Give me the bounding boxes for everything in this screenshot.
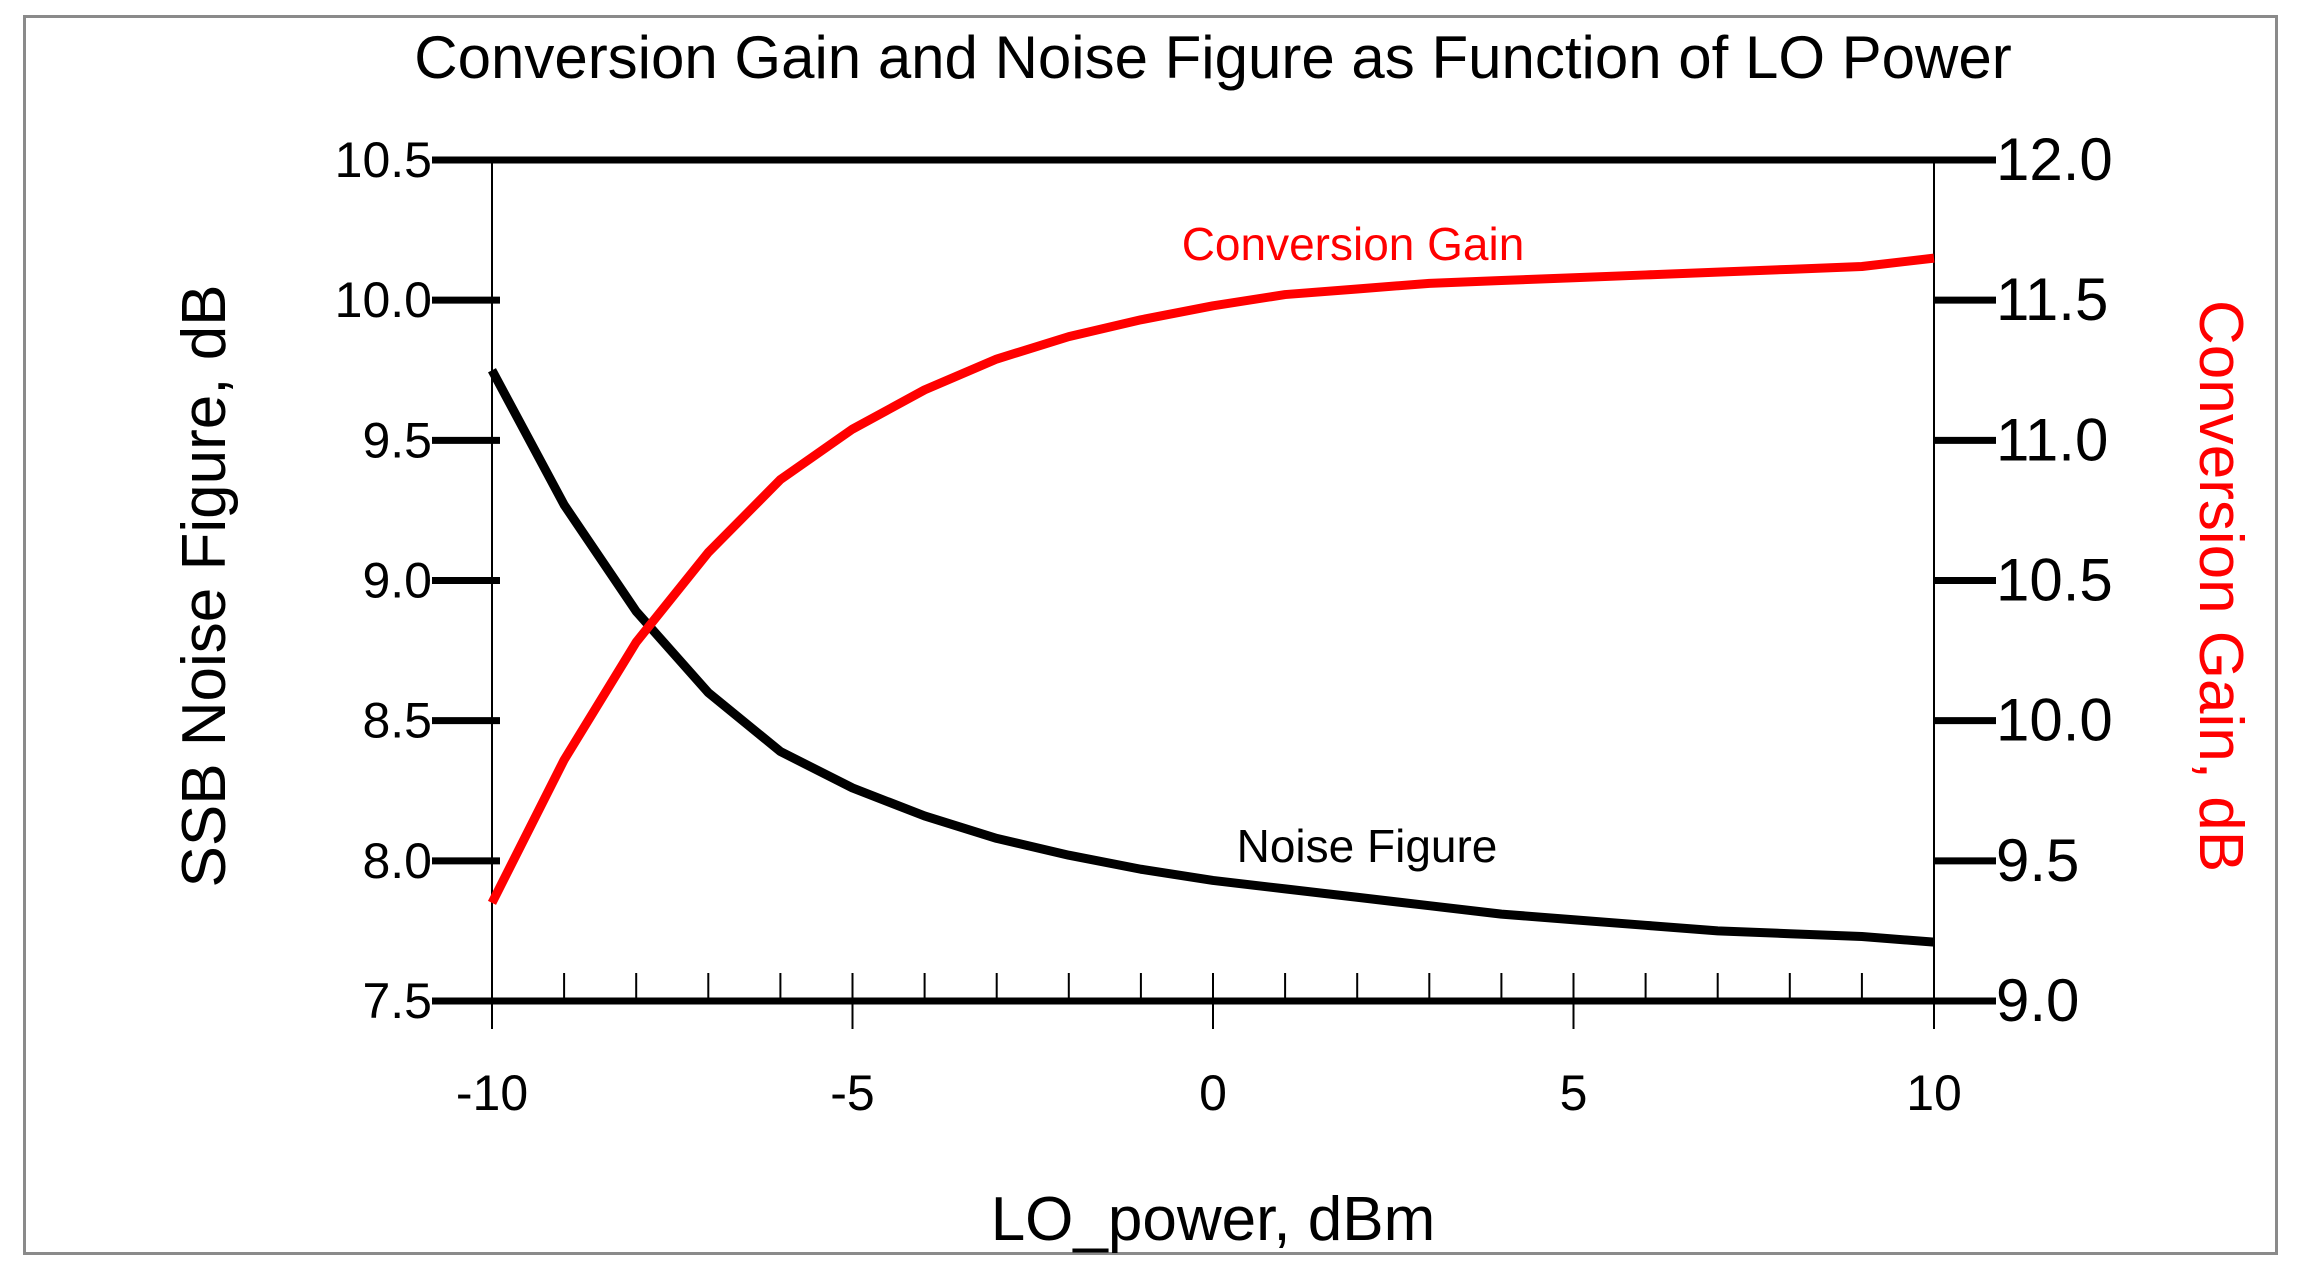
series-lines	[487, 253, 1935, 947]
y-right-tick-label: 12.0	[1996, 126, 2113, 193]
y-right-tick-label: 10.5	[1996, 547, 2113, 614]
x-axis-label: LO_power, dBm	[991, 1185, 1436, 1254]
tick-marks	[432, 156, 1996, 1029]
y-right-tick-label: 11.0	[1996, 406, 2108, 473]
y-right-tick-label: 9.5	[1996, 827, 2079, 894]
conversion-gain-line	[487, 253, 1935, 905]
y-left-tick-label: 10.0	[335, 272, 432, 328]
y-left-tick-label: 10.5	[335, 132, 432, 188]
y-axis-left-label: SSB Noise Figure, dB	[170, 284, 239, 887]
y-left-tick-label: 8.5	[362, 693, 432, 749]
x-tick-label: -10	[456, 1065, 528, 1121]
chart-frame	[23, 15, 2278, 1255]
x-tick-label: 5	[1560, 1065, 1588, 1121]
y-right-tick-label: 9.0	[1996, 967, 2079, 1034]
chart-title: Conversion Gain and Noise Figure as Func…	[414, 24, 2011, 91]
y-left-tick-label: 8.0	[362, 833, 432, 889]
noise-figure-line	[488, 368, 1935, 947]
x-tick-label: -5	[830, 1065, 874, 1121]
y-axis-right-label: Conversion Gain, dB	[2186, 300, 2255, 872]
y-right-tick-label: 10.0	[1996, 687, 2113, 754]
y-left-tick-label: 9.5	[362, 412, 432, 468]
y-right-tick-label: 11.5	[1996, 266, 2108, 333]
tick-labels: 7.5 8.0 8.5 9.0 9.5 10.0 10.5 9.0 9.5 10.0 10.5 11.…	[335, 126, 2113, 1121]
axes	[432, 156, 1994, 1005]
y-left-tick-label: 7.5	[362, 973, 432, 1029]
conversion-gain-annotation: Conversion Gain	[1182, 218, 1525, 270]
x-tick-label: 0	[1199, 1065, 1227, 1121]
x-tick-label: 10	[1906, 1065, 1962, 1121]
y-left-tick-label: 9.0	[362, 553, 432, 609]
noise-figure-annotation: Noise Figure	[1237, 820, 1498, 872]
